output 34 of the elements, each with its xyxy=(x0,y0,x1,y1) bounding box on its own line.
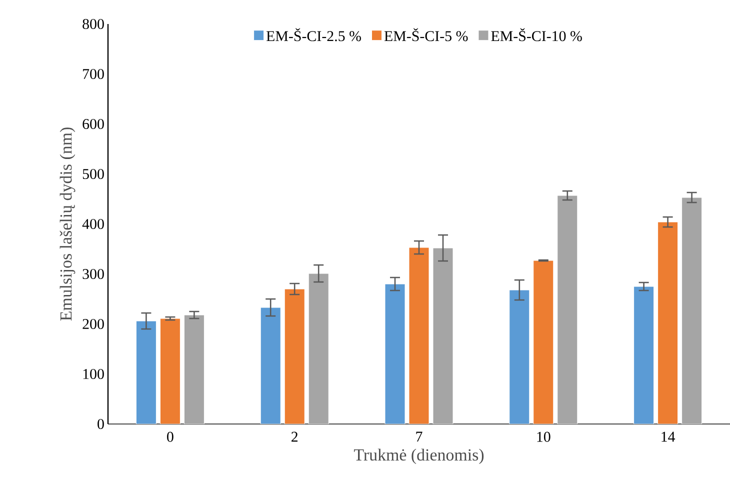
legend-label: EM-Š-CI-10 % xyxy=(491,28,582,42)
y-axis-title: Emulsijos lašelių dydis (nm) xyxy=(60,128,76,321)
bar xyxy=(384,284,406,424)
y-tick-label: 300 xyxy=(82,268,104,280)
bar xyxy=(509,290,530,424)
y-tick-label: 600 xyxy=(82,118,104,130)
bar xyxy=(260,307,281,424)
bar xyxy=(308,273,329,424)
x-tick-label: 14 xyxy=(662,432,676,442)
bar xyxy=(658,222,678,424)
x-tick-label: 2 xyxy=(292,432,298,442)
y-tick-label: 700 xyxy=(83,68,104,80)
y-tick-label: 500 xyxy=(82,168,104,180)
bar xyxy=(136,320,156,424)
bar xyxy=(682,197,702,424)
y-tick-label: 400 xyxy=(82,218,104,230)
bar xyxy=(634,286,654,424)
legend-label: EM-Š-CI-5 % xyxy=(384,28,468,42)
bar xyxy=(408,247,430,424)
y-tick-label: 200 xyxy=(82,318,104,330)
bar xyxy=(557,195,578,424)
y-tick-label: 100 xyxy=(83,368,104,380)
x-tick-label: 0 xyxy=(167,432,174,442)
y-tick-label: 800 xyxy=(82,18,104,30)
bar xyxy=(184,314,204,424)
x-tick-label: 7 xyxy=(416,432,422,442)
bar xyxy=(284,288,305,424)
bar xyxy=(160,318,180,424)
x-axis-title: Trukmė (dienomis) xyxy=(354,448,484,464)
x-tick-label: 10 xyxy=(537,432,550,442)
y-tick-label: 0 xyxy=(98,418,104,430)
bar xyxy=(533,260,554,424)
bar xyxy=(432,248,454,424)
legend-label: EM-Š-CI-2.5 % xyxy=(266,28,361,42)
